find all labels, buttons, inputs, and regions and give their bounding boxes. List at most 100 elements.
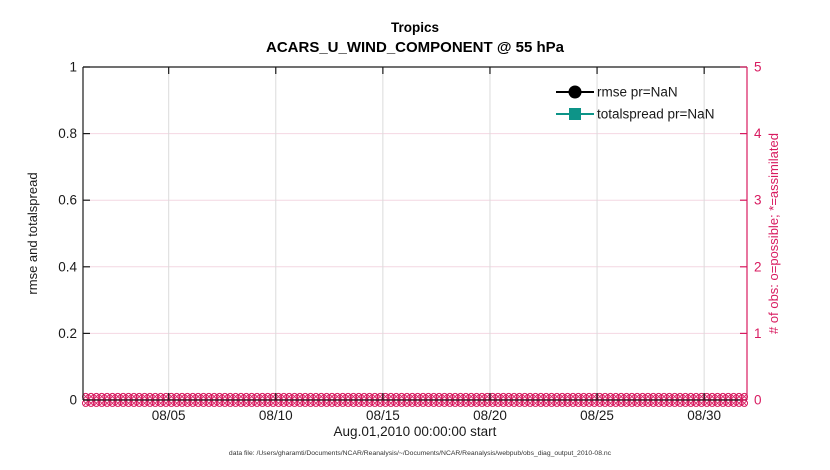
obs-possible-marker [677, 394, 683, 400]
obs-assimilated-marker [458, 400, 463, 406]
obs-assimilated-marker [527, 400, 533, 406]
obs-possible-marker [206, 394, 212, 400]
obs-possible-marker [409, 394, 415, 400]
obs-assimilated-marker [554, 400, 560, 406]
obs-possible-marker [243, 394, 249, 400]
obs-assimilated-marker [543, 400, 549, 406]
obs-assimilated-marker [500, 400, 506, 406]
obs-assimilated-marker [656, 400, 662, 406]
obs-possible-marker [185, 394, 190, 400]
obs-possible-marker [110, 394, 115, 400]
obs-assimilated-marker [249, 400, 255, 406]
legend: rmse pr=NaN totalspread pr=NaN [556, 85, 714, 122]
obs-assimilated-marker [741, 400, 747, 406]
obs-assimilated-marker [511, 400, 517, 406]
obs-assimilated-marker [565, 400, 571, 406]
obs-assimilated-marker [168, 400, 174, 406]
obs-possible-marker [136, 394, 142, 400]
obs-assimilated-marker [447, 400, 453, 406]
obs-assimilated-marker [484, 400, 490, 406]
obs-assimilated-marker [468, 400, 474, 406]
obs-assimilated-marker [517, 400, 522, 406]
obs-possible-marker [704, 394, 710, 400]
obs-possible-marker [131, 394, 137, 400]
obs-possible-marker [575, 394, 581, 400]
obs-possible-marker [725, 394, 731, 400]
obs-possible-marker [629, 394, 635, 400]
x-tick-label: 08/05 [152, 408, 186, 423]
tick-layer: 08/05 08/10 08/15 08/20 08/25 08/30 0 0.2 0.4 0.6… [58, 60, 762, 424]
obs-possible-marker [591, 394, 597, 400]
chart-title: Tropics [391, 20, 439, 35]
obs-assimilated-marker [704, 400, 710, 406]
obs-possible-marker [356, 394, 362, 400]
obs-assimilated-marker [163, 400, 169, 406]
obs-possible-marker [93, 394, 99, 400]
obs-possible-marker [447, 394, 453, 400]
obs-assimilated-marker [356, 400, 362, 406]
obs-assimilated-marker [431, 400, 437, 406]
y-left-tick-label: 0.2 [58, 326, 77, 341]
x-tick-label: 08/25 [580, 408, 614, 423]
obs-possible-marker [168, 394, 174, 400]
obs-possible-marker [500, 394, 506, 400]
y-right-tick-label: 5 [754, 60, 762, 75]
obs-possible-marker [570, 394, 576, 400]
obs-possible-marker [233, 394, 239, 400]
obs-possible-marker [404, 394, 410, 400]
obs-assimilated-marker [672, 400, 678, 406]
obs-assimilated-marker [99, 400, 105, 406]
obs-assimilated-marker [324, 400, 330, 406]
obs-possible-marker [565, 394, 571, 400]
obs-possible-marker [195, 394, 201, 400]
y-axis-label-left: rmse and totalspread [25, 172, 40, 294]
obs-assimilated-marker [152, 400, 158, 406]
obs-assimilated-marker [286, 400, 292, 406]
obs-assimilated-marker [88, 400, 94, 406]
obs-possible-marker [254, 394, 260, 400]
obs-possible-marker [602, 394, 608, 400]
obs-assimilated-marker [725, 400, 731, 406]
obs-possible-marker [463, 394, 469, 400]
obs-assimilated-marker [345, 400, 351, 406]
obs-assimilated-marker [265, 400, 271, 406]
obs-assimilated-marker [399, 400, 405, 406]
obs-possible-marker [640, 394, 645, 400]
obs-assimilated-marker [474, 400, 479, 406]
legend-label-totalspread: totalspread pr=NaN [597, 107, 714, 122]
obs-assimilated-marker [377, 400, 383, 406]
obs-possible-marker [458, 394, 463, 400]
obs-assimilated-marker [404, 400, 410, 406]
obs-possible-marker [217, 394, 222, 400]
obs-assimilated-marker [206, 400, 212, 406]
y-right-tick-label: 1 [754, 326, 762, 341]
obs-possible-marker [613, 394, 619, 400]
obs-possible-marker [201, 394, 206, 400]
obs-possible-marker [179, 394, 185, 400]
obs-possible-marker [88, 394, 94, 400]
x-tick-label: 08/15 [366, 408, 400, 423]
obs-possible-marker [367, 394, 372, 400]
obs-possible-marker [238, 394, 244, 400]
obs-assimilated-marker [452, 400, 458, 406]
obs-assimilated-marker [420, 400, 426, 406]
obs-assimilated-marker [549, 400, 554, 406]
obs-possible-marker [533, 394, 538, 400]
obs-assimilated-marker [211, 400, 217, 406]
obs-assimilated-marker [238, 400, 244, 406]
obs-possible-marker [543, 394, 549, 400]
obs-possible-marker [174, 394, 180, 400]
obs-assimilated-marker [709, 400, 715, 406]
obs-assimilated-marker [425, 400, 431, 406]
obs-possible-marker [608, 394, 613, 400]
obs-possible-marker [324, 394, 330, 400]
obs-assimilated-marker [586, 400, 592, 406]
obs-assimilated-marker [110, 400, 115, 406]
obs-possible-marker [425, 394, 431, 400]
obs-assimilated-marker [292, 400, 297, 406]
obs-assimilated-marker [613, 400, 619, 406]
obs-assimilated-marker [308, 400, 313, 406]
obs-possible-marker [597, 394, 603, 400]
